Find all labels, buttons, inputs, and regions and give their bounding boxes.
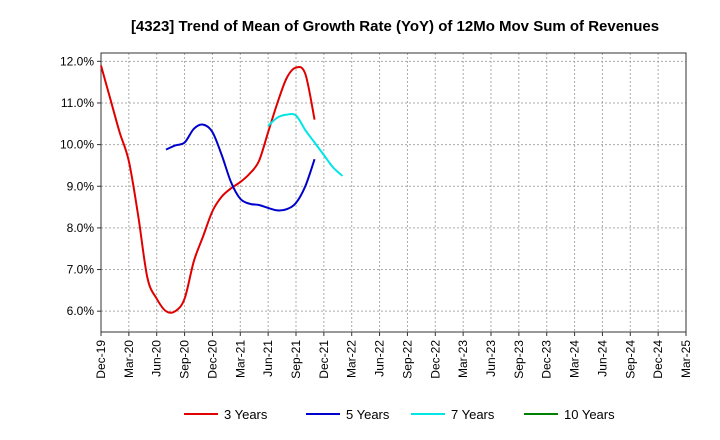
series-group [100,65,344,314]
x-tick-label: Sep-20 [178,340,192,379]
x-tick-label: Jun-20 [150,340,164,377]
x-tick-label: Dec-22 [428,340,442,379]
x-tick-label: Mar-22 [345,340,359,378]
x-tick-label: Mar-23 [456,340,470,378]
x-tick-label: Jun-24 [595,340,609,377]
legend-label: 5 Years [346,407,390,422]
x-tick-label: Dec-19 [94,340,108,379]
legend-label: 10 Years [564,407,615,422]
x-tick-label: Mar-24 [568,340,582,378]
legend-label: 7 Years [451,407,495,422]
plot-frame [100,52,687,333]
x-tick-label: Sep-23 [512,340,526,379]
y-axis: 6.0% 7.0% 8.0% 9.0% 10.0% 11.0% 12.0% [60,54,101,318]
y-tick-label: 8.0% [67,221,95,235]
grid [100,53,687,332]
x-tick-label: Sep-24 [623,340,637,379]
series-line-5-years [165,123,316,212]
chart-title: [4323] Trend of Mean of Growth Rate (YoY… [131,18,659,35]
x-axis: Dec-19 Mar-20 Jun-20 Sep-20 Dec-20 Mar-21 Jun-… [94,332,693,379]
legend: 3 Years 5 Years 7 Years 10 Years [184,407,615,422]
y-tick-label: 12.0% [60,54,94,68]
x-tick-label: Sep-21 [289,340,303,379]
y-tick-label: 7.0% [67,263,95,277]
x-tick-label: Sep-22 [400,340,414,379]
series-line-3-years [100,65,316,314]
x-tick-label: Dec-24 [651,340,665,379]
x-tick-label: Mar-25 [679,340,693,378]
x-tick-label: Mar-21 [233,340,247,378]
x-tick-label: Mar-20 [122,340,136,378]
x-tick-label: Dec-20 [205,340,219,379]
x-tick-label: Dec-23 [540,340,554,379]
x-tick-label: Jun-22 [373,340,387,377]
x-tick-label: Dec-21 [317,340,331,379]
legend-label: 3 Years [224,407,268,422]
x-tick-label: Jun-21 [261,340,275,377]
y-tick-label: 9.0% [67,179,95,193]
y-tick-label: 10.0% [60,138,94,152]
y-tick-label: 11.0% [61,96,94,110]
x-tick-label: Jun-23 [484,340,498,377]
y-tick-label: 6.0% [67,304,95,318]
series-line-7-years [267,112,344,177]
